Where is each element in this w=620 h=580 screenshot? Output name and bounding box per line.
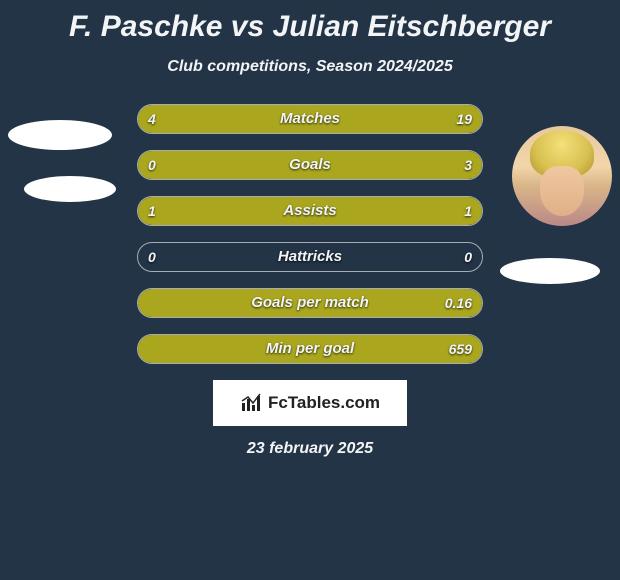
player2-avatar — [512, 126, 612, 226]
stats-bars: 4 Matches 19 0 Goals 3 1 Assists 1 0 Hat… — [137, 104, 483, 364]
stat-label: Goals per match — [138, 289, 482, 317]
stat-row: Min per goal 659 — [137, 334, 483, 364]
player1-avatar-placeholder — [8, 120, 112, 150]
stat-label: Goals — [138, 151, 482, 179]
player2-club-placeholder — [500, 258, 600, 284]
stat-label: Matches — [138, 105, 482, 133]
chart-icon — [240, 393, 264, 413]
stat-row: 1 Assists 1 — [137, 196, 483, 226]
stat-value-right: 1 — [464, 197, 472, 225]
stat-row: Goals per match 0.16 — [137, 288, 483, 318]
stat-value-right: 3 — [464, 151, 472, 179]
comparison-card: F. Paschke vs Julian Eitschberger Club c… — [0, 0, 620, 580]
stat-label: Min per goal — [138, 335, 482, 363]
date-label: 23 february 2025 — [0, 440, 620, 458]
stat-label: Hattricks — [138, 243, 482, 271]
logo-text: FcTables.com — [268, 393, 380, 413]
stat-value-right: 19 — [456, 105, 472, 133]
subtitle: Club competitions, Season 2024/2025 — [0, 58, 620, 76]
stat-value-right: 0 — [464, 243, 472, 271]
stat-label: Assists — [138, 197, 482, 225]
player1-club-placeholder — [24, 176, 116, 202]
page-title: F. Paschke vs Julian Eitschberger — [0, 0, 620, 44]
stat-value-right: 0.16 — [445, 289, 472, 317]
stat-row: 0 Hattricks 0 — [137, 242, 483, 272]
fctables-logo[interactable]: FcTables.com — [213, 380, 407, 426]
stat-row: 4 Matches 19 — [137, 104, 483, 134]
stat-row: 0 Goals 3 — [137, 150, 483, 180]
stat-value-right: 659 — [449, 335, 472, 363]
